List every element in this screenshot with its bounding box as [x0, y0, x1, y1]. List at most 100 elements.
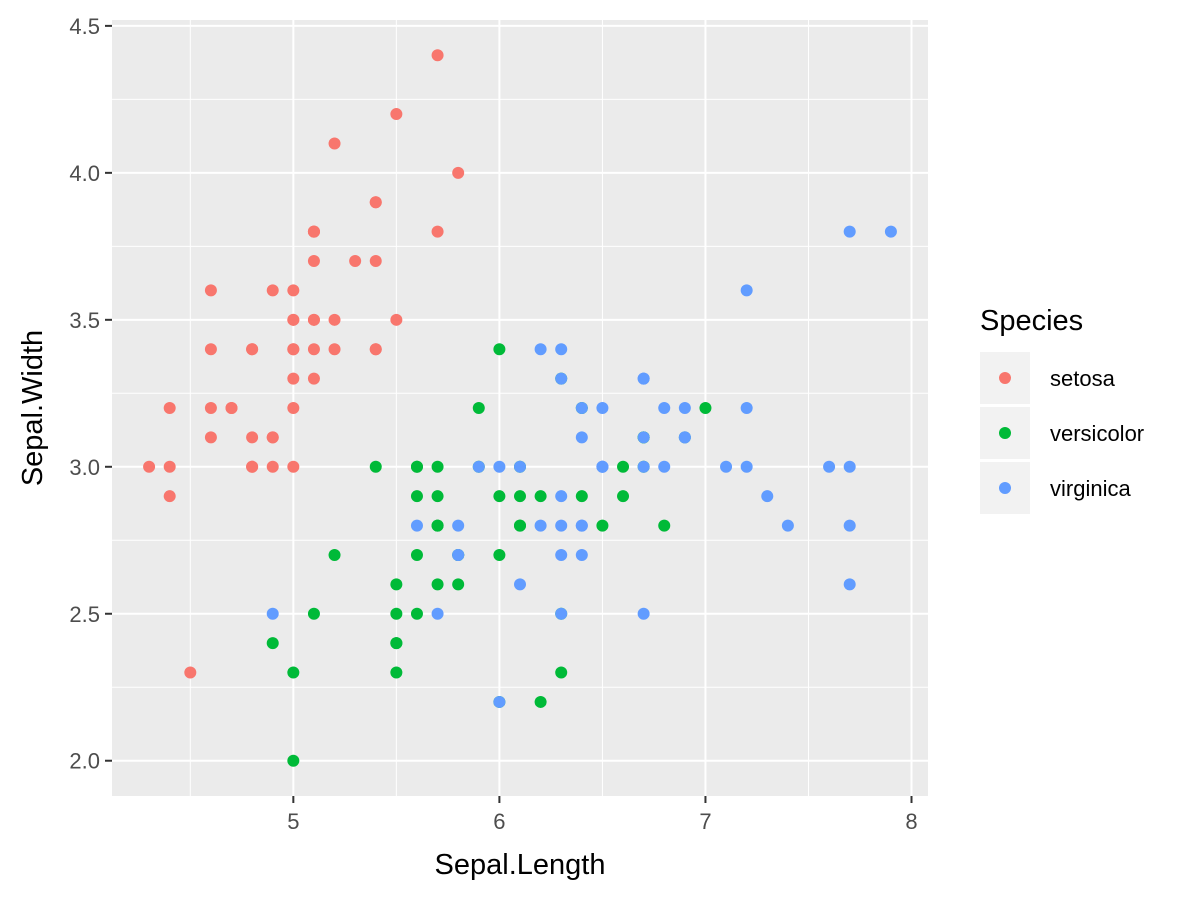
point-virginica: [843, 578, 856, 591]
point-virginica: [781, 519, 794, 532]
x-axis-title: Sepal.Length: [435, 849, 606, 881]
point-versicolor: [410, 460, 423, 473]
point-versicolor: [410, 607, 423, 620]
point-virginica: [740, 460, 753, 473]
point-versicolor: [699, 402, 712, 414]
point-setosa: [287, 313, 300, 326]
point-setosa: [390, 313, 403, 326]
y-tick-label: 3.5: [69, 308, 100, 333]
point-virginica: [596, 460, 609, 473]
point-setosa: [307, 343, 320, 356]
point-virginica: [555, 372, 568, 385]
point-setosa: [287, 460, 300, 473]
point-versicolor: [617, 460, 630, 473]
point-versicolor: [493, 343, 506, 356]
point-versicolor: [472, 402, 485, 414]
point-setosa: [287, 402, 300, 414]
point-virginica: [534, 519, 547, 532]
plot-panel: [112, 20, 928, 796]
point-setosa: [143, 460, 156, 473]
point-virginica: [720, 460, 733, 473]
point-virginica: [596, 402, 609, 414]
y-tick-label: 4.5: [69, 14, 100, 39]
point-versicolor: [328, 548, 341, 561]
point-versicolor: [390, 637, 403, 650]
point-versicolor: [431, 490, 444, 503]
legend-marker-setosa: [999, 372, 1011, 384]
point-setosa: [287, 343, 300, 356]
point-versicolor: [658, 519, 671, 532]
point-versicolor: [555, 666, 568, 679]
x-tick-label: 6: [493, 809, 505, 834]
point-virginica: [575, 548, 588, 561]
point-versicolor: [410, 548, 423, 561]
point-virginica: [514, 578, 526, 591]
point-virginica: [884, 225, 897, 238]
x-tick-label: 7: [699, 809, 711, 834]
point-virginica: [514, 460, 526, 473]
point-setosa: [328, 343, 341, 356]
point-virginica: [493, 695, 506, 708]
point-setosa: [266, 431, 279, 444]
point-versicolor: [617, 490, 630, 503]
point-setosa: [204, 284, 217, 297]
point-virginica: [431, 607, 444, 620]
point-setosa: [184, 666, 197, 679]
point-setosa: [266, 460, 279, 473]
point-versicolor: [390, 607, 403, 620]
y-tick-label: 3.0: [69, 455, 100, 480]
point-versicolor: [514, 519, 526, 532]
point-versicolor: [287, 666, 300, 679]
point-setosa: [287, 284, 300, 297]
point-setosa: [431, 49, 444, 62]
point-versicolor: [266, 637, 279, 650]
point-virginica: [761, 490, 774, 503]
point-setosa: [163, 402, 176, 414]
point-versicolor: [534, 490, 547, 503]
point-versicolor: [307, 607, 320, 620]
point-virginica: [266, 607, 279, 620]
y-tick-label: 2.0: [69, 749, 100, 774]
legend-label-virginica: virginica: [1050, 476, 1131, 501]
legend-marker-versicolor: [999, 427, 1011, 439]
point-setosa: [369, 196, 382, 209]
point-versicolor: [410, 490, 423, 503]
point-virginica: [555, 490, 568, 503]
point-setosa: [225, 402, 238, 414]
point-versicolor: [575, 490, 588, 503]
point-virginica: [678, 431, 691, 444]
point-virginica: [658, 402, 671, 414]
point-virginica: [843, 225, 856, 238]
point-setosa: [349, 255, 362, 268]
point-virginica: [493, 460, 506, 473]
point-setosa: [204, 431, 217, 444]
point-virginica: [534, 343, 547, 356]
point-setosa: [307, 225, 320, 238]
y-axis: 2.0 2.5 3.0 3.5 4.0 4.5: [69, 14, 112, 774]
point-virginica: [452, 548, 465, 561]
point-virginica: [843, 519, 856, 532]
point-virginica: [472, 460, 485, 473]
point-setosa: [307, 313, 320, 326]
point-setosa: [246, 431, 259, 444]
point-setosa: [390, 108, 403, 121]
point-virginica: [575, 519, 588, 532]
x-tick-label: 5: [287, 809, 299, 834]
point-setosa: [307, 372, 320, 385]
point-setosa: [369, 255, 382, 268]
point-versicolor: [369, 460, 382, 473]
point-setosa: [163, 460, 176, 473]
x-axis: 5 6 7 8: [287, 796, 918, 834]
point-versicolor: [493, 548, 506, 561]
y-tick-label: 4.0: [69, 161, 100, 186]
point-versicolor: [390, 666, 403, 679]
point-setosa: [163, 490, 176, 503]
point-setosa: [307, 255, 320, 268]
point-setosa: [266, 284, 279, 297]
point-virginica: [555, 343, 568, 356]
point-virginica: [410, 519, 423, 532]
data-points: [143, 49, 897, 767]
point-setosa: [287, 372, 300, 385]
point-versicolor: [431, 578, 444, 591]
point-virginica: [555, 548, 568, 561]
